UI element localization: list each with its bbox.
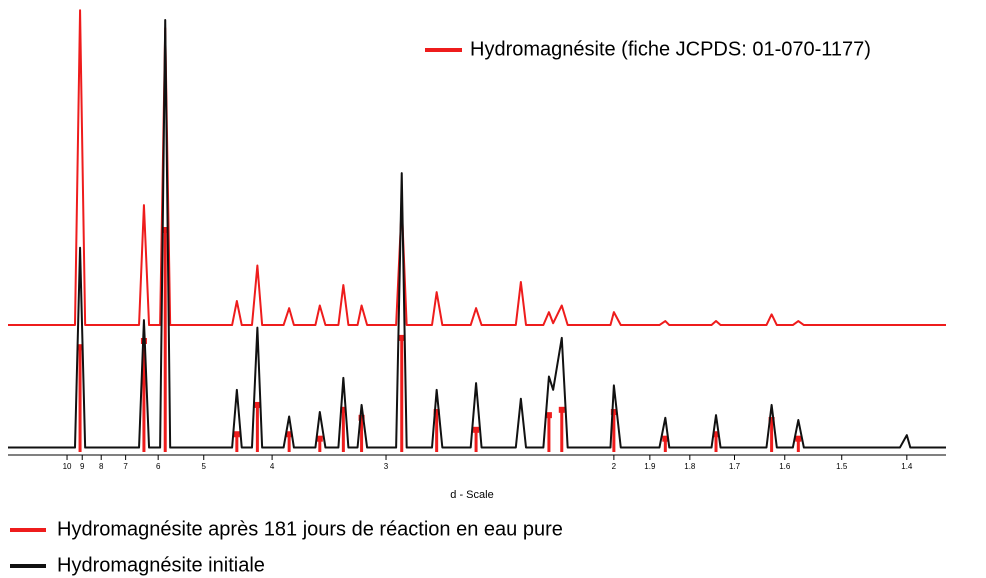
legend-label: Hydromagnésite initiale (57, 554, 265, 576)
reference-stick-cap (558, 406, 565, 413)
reference-stick (770, 420, 774, 452)
x-tick-label: 9 (80, 462, 85, 471)
reference-stick (255, 404, 259, 452)
x-tick-label: 1.8 (684, 462, 696, 471)
x-tick-label: 4 (270, 462, 275, 471)
reference-stick (78, 347, 82, 452)
reference-stick (400, 337, 404, 452)
x-axis-label: d - Scale (450, 489, 493, 501)
reference-stick (560, 409, 564, 452)
x-tick-label: 1.4 (901, 462, 913, 471)
x-tick-label: 6 (156, 462, 161, 471)
reference-stick (714, 434, 718, 452)
reference-stick (663, 438, 667, 452)
reference-stick (235, 434, 239, 452)
reference-stick (163, 230, 167, 452)
reference-stick-cap (545, 412, 552, 419)
x-tick-label: 8 (99, 462, 104, 471)
reference-stick (341, 409, 345, 452)
reference-stick-cap (340, 406, 347, 413)
x-tick-label: 1.9 (644, 462, 656, 471)
x-tick-label: 3 (384, 462, 389, 471)
reference-stick-cap (662, 435, 669, 442)
x-tick-label: 1.5 (836, 462, 848, 471)
legend-label: Hydromagnésite (fiche JCPDS: 01-070-1177… (470, 38, 871, 60)
reference-stick (435, 412, 439, 452)
reference-stick (360, 417, 364, 452)
reference-stick (287, 434, 291, 452)
reference-stick (318, 438, 322, 452)
x-tick-label: 10 (63, 462, 72, 471)
x-tick-label: 5 (202, 462, 207, 471)
reference-stick-cap (433, 409, 440, 416)
spectrum-line (8, 18, 946, 449)
x-tick-label: 7 (123, 462, 128, 471)
reference-stick (796, 438, 800, 452)
reference-stick-cap (610, 409, 617, 416)
reference-stick-cap (286, 431, 293, 438)
x-tick-label: 2 (612, 462, 617, 471)
reference-stick (612, 412, 616, 452)
reference-stick-cap (233, 431, 240, 438)
reference-stick-cap (162, 227, 169, 233)
legend-label: Hydromagnésite après 181 jours de réacti… (57, 518, 563, 540)
x-tick-label: 1.7 (729, 462, 741, 471)
reference-stick-cap (316, 435, 323, 442)
reference-stick-cap (358, 414, 365, 421)
reference-stick-cap (768, 417, 775, 424)
reference-stick-cap (795, 435, 802, 442)
reference-stick-cap (473, 426, 480, 433)
reference-stick-cap (398, 334, 405, 341)
reference-stick (474, 429, 478, 452)
reference-stick-cap (254, 401, 261, 408)
reference-stick-cap (77, 344, 84, 351)
spectrum-line (8, 9, 946, 327)
x-tick-label: 1.6 (779, 462, 791, 471)
reference-stick (547, 415, 551, 452)
reference-stick (142, 341, 146, 452)
reference-stick-cap (713, 431, 720, 438)
